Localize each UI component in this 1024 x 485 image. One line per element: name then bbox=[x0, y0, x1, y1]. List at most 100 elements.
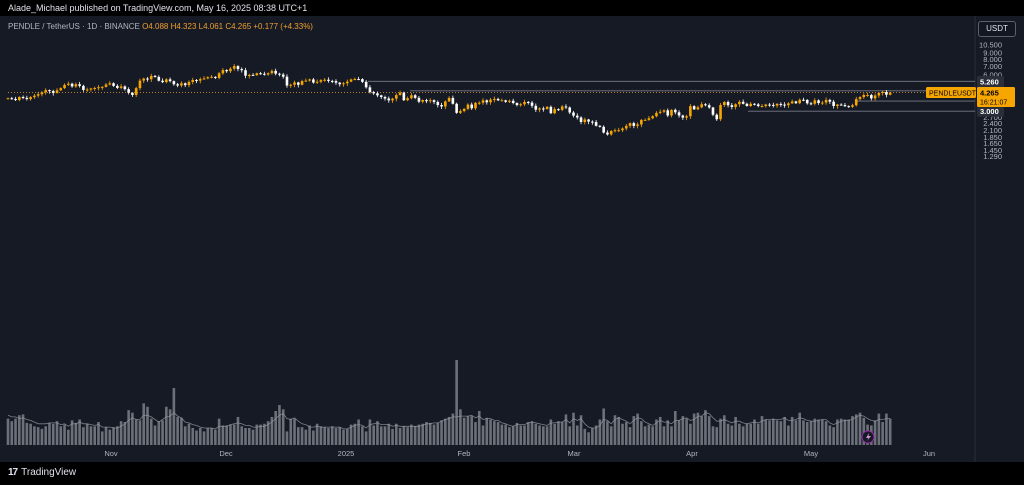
candle bbox=[836, 103, 839, 109]
candle bbox=[843, 103, 847, 107]
candle bbox=[447, 96, 451, 103]
volume-bar bbox=[707, 416, 711, 445]
candle bbox=[410, 92, 413, 100]
volume-bar bbox=[131, 412, 134, 445]
candle bbox=[628, 122, 632, 129]
volume-bar bbox=[440, 420, 443, 445]
candle bbox=[67, 81, 70, 87]
candle bbox=[870, 93, 873, 101]
candle bbox=[112, 82, 115, 87]
volume-bar bbox=[327, 428, 330, 445]
candle bbox=[681, 114, 685, 120]
volume-bar bbox=[48, 422, 51, 445]
candle bbox=[640, 119, 643, 128]
candle bbox=[470, 102, 474, 110]
candle bbox=[413, 94, 417, 100]
candle bbox=[756, 103, 760, 108]
volume-bar bbox=[530, 421, 534, 445]
candle bbox=[59, 87, 63, 92]
candle bbox=[474, 102, 477, 111]
candle bbox=[364, 80, 368, 89]
candle bbox=[621, 127, 624, 133]
lightning-icon[interactable] bbox=[861, 430, 875, 444]
candle bbox=[568, 106, 572, 115]
volume-bar bbox=[828, 425, 832, 445]
volume-bar bbox=[662, 426, 666, 445]
price-chart[interactable]: 10.5009.0008.0007.0006.0005.0003.8003.40… bbox=[0, 16, 1024, 462]
volume-bar bbox=[142, 403, 146, 445]
volume-bar bbox=[372, 425, 375, 445]
volume-bar bbox=[206, 428, 210, 445]
time-tick-label: May bbox=[804, 449, 818, 458]
candle bbox=[530, 100, 534, 109]
candle bbox=[180, 81, 183, 88]
level-tag-label: 3.000 bbox=[980, 107, 999, 116]
candle bbox=[677, 110, 681, 118]
volume-bar bbox=[594, 425, 598, 445]
volume-bar bbox=[485, 417, 489, 445]
volume-bar bbox=[353, 423, 357, 445]
symbol-tag-label: PENDLEUSDT bbox=[929, 90, 977, 97]
volume-bar bbox=[651, 426, 654, 445]
publish-info: Alade_Michael published on TradingView.c… bbox=[8, 3, 308, 13]
level-lines bbox=[8, 80, 975, 112]
volume-bar bbox=[587, 432, 590, 445]
volume-bar bbox=[606, 421, 609, 445]
volume-bar bbox=[628, 427, 632, 445]
volume-bar bbox=[312, 430, 315, 445]
volume-bar bbox=[726, 423, 730, 445]
volume-bar bbox=[413, 426, 417, 445]
candle bbox=[149, 73, 153, 82]
volume-bar bbox=[240, 426, 244, 445]
candle bbox=[168, 77, 172, 83]
volume-bar bbox=[613, 415, 617, 445]
volume-bar bbox=[775, 420, 779, 445]
currency-button[interactable]: USDT bbox=[978, 21, 1016, 37]
candle bbox=[161, 78, 164, 84]
current-price-label: 4.265 bbox=[980, 88, 999, 97]
volume-bar bbox=[168, 409, 172, 445]
candle bbox=[466, 103, 470, 111]
candle bbox=[221, 68, 225, 75]
volume-bar bbox=[655, 419, 658, 445]
candle bbox=[493, 96, 496, 103]
volume-bar bbox=[421, 423, 424, 445]
candle bbox=[542, 106, 545, 112]
candle bbox=[74, 82, 78, 88]
volume-bar bbox=[221, 425, 225, 445]
volume-bar bbox=[398, 428, 402, 445]
candle bbox=[376, 91, 379, 98]
volume-bar bbox=[51, 423, 55, 445]
volume-bar bbox=[447, 416, 451, 445]
volume-bar bbox=[670, 426, 673, 445]
volume-bar bbox=[591, 428, 594, 445]
candle bbox=[504, 99, 507, 103]
volume-bar bbox=[764, 419, 768, 445]
candle bbox=[338, 82, 342, 87]
candle bbox=[323, 78, 326, 82]
candle bbox=[187, 80, 191, 88]
volume-bar bbox=[425, 422, 428, 445]
candle bbox=[745, 102, 749, 107]
candle bbox=[685, 114, 688, 121]
volume-bar bbox=[334, 428, 338, 445]
volume-bar bbox=[195, 430, 198, 445]
candle bbox=[281, 72, 285, 79]
volume-bar bbox=[715, 427, 719, 445]
candle bbox=[361, 78, 364, 83]
close-value: C4.265 bbox=[225, 22, 252, 31]
candle bbox=[417, 95, 421, 104]
volume-bar bbox=[161, 420, 164, 445]
candle bbox=[885, 90, 888, 98]
tradingview-logo-text: TradingView bbox=[21, 467, 77, 478]
volume-bar bbox=[809, 421, 813, 445]
volume-bar bbox=[410, 424, 413, 445]
symbol-label: PENDLE / TetherUS · 1D · BINANCE bbox=[8, 22, 140, 31]
volume-bar bbox=[342, 429, 345, 445]
candle bbox=[866, 92, 869, 97]
candle bbox=[704, 103, 707, 107]
candle bbox=[255, 72, 259, 76]
candle bbox=[832, 99, 835, 109]
candle bbox=[383, 95, 387, 101]
volume-bar bbox=[647, 424, 651, 445]
